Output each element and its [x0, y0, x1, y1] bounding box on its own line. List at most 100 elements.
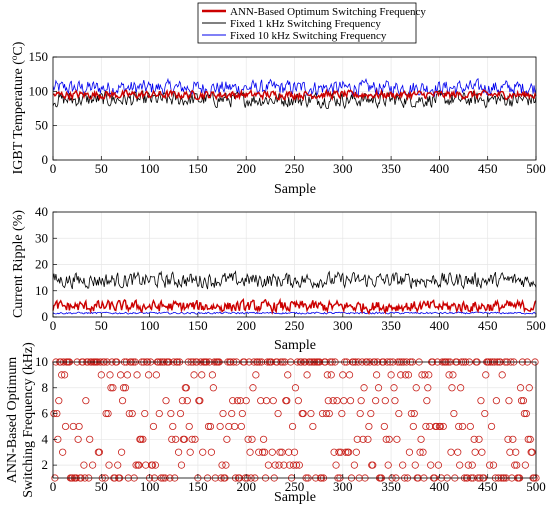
- scatter-point: [206, 422, 215, 431]
- scatter-point: [59, 448, 67, 456]
- legend: ANN-Based Optimum Switching Frequency Fi…: [197, 2, 426, 44]
- temperature-ylabel: IGBT Temperature (oC): [9, 41, 26, 174]
- scatter-point: [464, 461, 472, 469]
- scatter-point: [350, 461, 358, 469]
- scatter-point: [475, 435, 483, 443]
- scatter-point: [481, 409, 489, 418]
- scatter-point: [482, 371, 490, 379]
- scatter-point: [82, 397, 90, 405]
- x-tick-label: 150: [188, 161, 208, 176]
- scatter-point: [291, 384, 300, 392]
- scatter-point: [322, 409, 330, 418]
- scatter-point: [516, 384, 525, 392]
- scatter-point: [512, 448, 520, 456]
- x-tick-label: 500: [526, 318, 546, 333]
- x-tick-label: 100: [140, 161, 160, 176]
- scatter-point: [449, 371, 457, 379]
- scatter-point: [526, 435, 534, 443]
- scatter-point: [524, 435, 532, 443]
- scatter-point: [468, 461, 476, 469]
- scatter-point: [69, 422, 77, 431]
- scatter-point: [519, 397, 528, 405]
- scatter-point: [259, 448, 267, 456]
- scatter-point: [409, 422, 417, 431]
- y-tick-label: 0: [42, 309, 49, 324]
- y-tick-label: 10: [35, 283, 48, 298]
- scatter-point: [381, 397, 389, 405]
- scatter-point: [289, 461, 298, 469]
- y-tick-label: 20: [35, 257, 48, 272]
- scatter-point: [106, 371, 114, 379]
- scatter-point: [509, 435, 517, 443]
- scatter-point: [466, 422, 474, 431]
- scatter-point: [477, 397, 485, 405]
- scatter-point: [323, 371, 331, 379]
- scatter-point: [391, 397, 399, 405]
- scatter-point: [410, 409, 418, 418]
- scatter-point: [190, 371, 198, 379]
- series-line-2: [52, 77, 537, 98]
- scatter-point: [489, 461, 498, 469]
- y-tick-label: 4: [42, 431, 49, 446]
- scatter-point: [434, 461, 443, 469]
- scatter-point: [225, 422, 233, 431]
- scatter-point: [249, 384, 257, 392]
- scatter-point: [257, 397, 265, 405]
- x-tick-label: 50: [95, 479, 108, 494]
- scatter-point: [345, 371, 354, 379]
- scatter-point: [228, 409, 236, 418]
- legend-entry-1khz: Fixed 1 kHz Switching Frequency: [230, 18, 381, 30]
- scatter-point: [244, 435, 252, 443]
- scatter-point: [412, 384, 420, 392]
- scatter-point: [208, 371, 216, 379]
- x-tick-label: 300: [333, 479, 353, 494]
- scatter-point: [478, 448, 486, 456]
- x-tick-label: 100: [140, 318, 160, 333]
- scatter-point: [180, 435, 188, 443]
- scatter-point: [380, 422, 388, 431]
- x-tick-label: 350: [381, 318, 401, 333]
- scatter-point: [393, 435, 401, 443]
- scatter-point: [401, 371, 410, 379]
- series-line-0: [52, 270, 537, 290]
- scatter-point: [219, 409, 227, 418]
- y-tick-label: 150: [29, 49, 49, 64]
- scatter-point: [332, 461, 340, 469]
- scatter-point: [456, 461, 464, 469]
- x-tick-label: 450: [478, 318, 498, 333]
- scatter-point: [222, 461, 230, 469]
- scatter-point: [325, 409, 333, 418]
- scatter-point: [382, 435, 390, 443]
- scatter-point: [74, 435, 82, 443]
- scatter-point: [436, 422, 444, 431]
- scatter-point: [352, 448, 360, 456]
- scatter-point: [283, 397, 291, 405]
- x-tick-label: 150: [188, 479, 208, 494]
- temperature-series: [52, 77, 537, 110]
- scatter-point: [369, 461, 377, 469]
- scatter-point: [207, 448, 216, 456]
- ripple-xlabel: Sample: [274, 338, 316, 353]
- scatter-point: [307, 409, 315, 418]
- x-tick-label: 0: [50, 479, 57, 494]
- scatter-point: [151, 461, 159, 469]
- x-tick-label: 300: [333, 161, 353, 176]
- scatter-point: [506, 448, 514, 456]
- scatter-point: [294, 397, 302, 405]
- scatter-point: [404, 371, 413, 379]
- temperature-xlabel: Sample: [274, 182, 316, 197]
- y-tick-label: 6: [42, 406, 49, 421]
- scatter-point: [324, 397, 332, 405]
- scatter-point: [285, 448, 293, 456]
- scatter-point: [105, 461, 113, 469]
- scatter-point: [174, 448, 183, 456]
- scatter-point: [167, 409, 175, 418]
- scatter-point: [511, 461, 519, 469]
- scatter-point: [397, 371, 405, 379]
- y-tick-label: 0: [42, 152, 49, 167]
- scatter-point: [417, 435, 425, 443]
- scatter-point: [199, 448, 207, 456]
- scatter-point: [360, 384, 368, 392]
- frequency-ticks: 0 50 100 150 200 250 300 350 400 450 500 2 4 6 8 10: [35, 354, 546, 494]
